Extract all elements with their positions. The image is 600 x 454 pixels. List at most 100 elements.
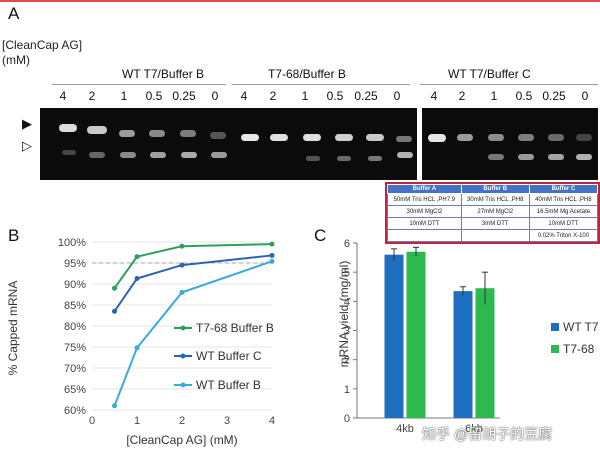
legend-label: T7-68 [563, 342, 595, 356]
y-tick-label: 100% [58, 237, 86, 249]
y-tick-label: 60% [64, 405, 86, 417]
x-tick-label: 2 [179, 415, 185, 427]
gel-ylabel-line1: [CleanCap AG] [2, 38, 83, 52]
y-tick-label: 2 [344, 355, 350, 367]
y-tick-label: 75% [64, 342, 86, 354]
legend-label: WT Buffer C [196, 349, 262, 363]
y-tick-label: 0 [344, 413, 350, 425]
lane-conc: 4 [59, 89, 67, 103]
lane-conc: 0 [211, 89, 219, 103]
data-point [179, 243, 185, 249]
bar-chart-ylabel: mRNA yield (mg/ml) [337, 261, 351, 368]
y-tick-label: 90% [64, 279, 86, 291]
lane-conc: 4 [240, 89, 248, 103]
bar-4kb-wt-t7 [384, 254, 404, 418]
buffer-b-header: Buffer B [460, 184, 530, 194]
data-point [134, 254, 140, 260]
x-tick-label: 3 [224, 415, 230, 427]
lane-conc: 1 [301, 89, 309, 103]
y-tick-label: 65% [64, 384, 86, 396]
legend-label: WT Buffer B [196, 378, 261, 392]
line-chart-xlabel: [CleanCap AG] (mM) [126, 433, 237, 447]
legend-marker [180, 353, 186, 359]
buffer-c-header: Buffer C [528, 184, 599, 194]
table-cell: 30mM MgCl2 [387, 205, 462, 218]
gel-ylabel-line2: (mM) [2, 53, 30, 67]
x-tick-label: 6kb [465, 423, 483, 435]
table-cell: 40mM Tris HCL ,PH8 [528, 193, 599, 206]
table-cell: 30mM Tris HCL ,PH8 [460, 193, 530, 206]
capped-mrna-line-chart: 60% 65% 70% 75% 80% 85% 90% 95% 100% 0 1 2 3 4 % Cap… [6, 237, 275, 447]
data-point [112, 285, 117, 291]
lane-conc: 0.5 [145, 89, 163, 103]
group-2-underline [232, 84, 410, 85]
lane-conc: 0.25 [172, 89, 196, 103]
y-tick-label: 85% [64, 300, 86, 312]
buffer-a-header: Buffer A [387, 184, 462, 194]
lane-conc: 0 [581, 89, 589, 103]
table-row: 10mM DTT 3mM DTT 10mM DTT [387, 217, 599, 230]
table-cell: 0.02% Triton X-100 [528, 229, 599, 242]
table-cell: 10mM DTT [528, 217, 599, 230]
lane-conc: 4 [430, 89, 438, 103]
y-tick-label: 95% [64, 258, 86, 270]
legend-marker [180, 325, 186, 331]
lane-conc: 1 [120, 89, 128, 103]
table-cell: 16.5mM Mg Acetate [528, 205, 599, 218]
watermark: 知乎 @留胡子的豆腐 [422, 426, 553, 442]
data-point [134, 276, 140, 282]
bar-6kb-t7-68 [475, 288, 495, 418]
lane-conc: 2 [458, 89, 466, 103]
lane-conc: 0.5 [326, 89, 344, 103]
x-tick-label: 4kb [396, 423, 414, 435]
x-tick-label: 1 [134, 415, 140, 427]
table-row: 0.02% Triton X-100 [387, 229, 599, 242]
lane-conc: 0.25 [354, 89, 378, 103]
y-tick-label: 1 [344, 384, 350, 396]
x-tick-label: 0 [89, 415, 95, 427]
top-red-rule [0, 0, 600, 2]
buffer-table-grid: Buffer A Buffer B Buffer C 50mM Tris HCL… [387, 184, 599, 242]
y-tick-label: 4 [344, 296, 350, 308]
y-tick-label: 3 [344, 326, 350, 338]
lane-conc: 0.25 [542, 89, 566, 103]
legend-label: WT T7 [563, 320, 599, 334]
legend-marker [180, 382, 186, 388]
table-cell: 3mM DTT [460, 217, 530, 230]
gel-group-3-label: WT T7/Buffer C [448, 67, 531, 81]
buffer-table: Buffer A Buffer B Buffer C 50mM Tris HCL… [385, 182, 600, 244]
table-cell: 27mM MgCl2 [460, 205, 530, 218]
series-line-t7-68-buffer-b [113, 243, 273, 289]
data-point [112, 308, 117, 314]
gel-image-left [40, 108, 417, 180]
y-tick-label: 6 [344, 238, 350, 250]
panel-c-label: C [314, 226, 327, 245]
data-point [269, 258, 275, 264]
y-tick-label: 70% [64, 363, 86, 375]
x-tick-label: 4 [269, 415, 275, 427]
gel-image-right [422, 108, 598, 180]
truncated-marker: ▷ [22, 138, 32, 153]
table-cell: 50mM Tris HCL ,PH7.9 [387, 193, 462, 206]
legend-swatch [551, 323, 559, 331]
data-point [269, 241, 275, 247]
lane-conc: 2 [269, 89, 277, 103]
legend-swatch [551, 345, 559, 353]
panel-b-label: B [8, 226, 20, 245]
mrna-yield-bar-chart: 0 1 2 3 4 5 6 4kb 6kb mRNA yield (mg/ml) WT T7 T… [337, 238, 599, 435]
series-line-wt-buffer-c [113, 254, 273, 312]
lane-conc: 2 [88, 89, 96, 103]
y-tick-label: 80% [64, 321, 86, 333]
bar-6kb-wt-t7 [453, 291, 473, 418]
line-chart-ylabel: % Capped mRNA [6, 281, 20, 376]
bar-4kb-t7-68 [406, 251, 426, 418]
data-point [179, 262, 185, 268]
panel-a-label: A [8, 4, 20, 23]
y-tick-label: 5 [344, 267, 350, 279]
lane-conc: 0 [393, 89, 401, 103]
data-point [179, 289, 185, 295]
lane-conc: 0.5 [515, 89, 533, 103]
group-1-underline [52, 84, 226, 85]
legend-label: T7-68 Buffer B [196, 321, 274, 335]
data-point [269, 252, 275, 258]
